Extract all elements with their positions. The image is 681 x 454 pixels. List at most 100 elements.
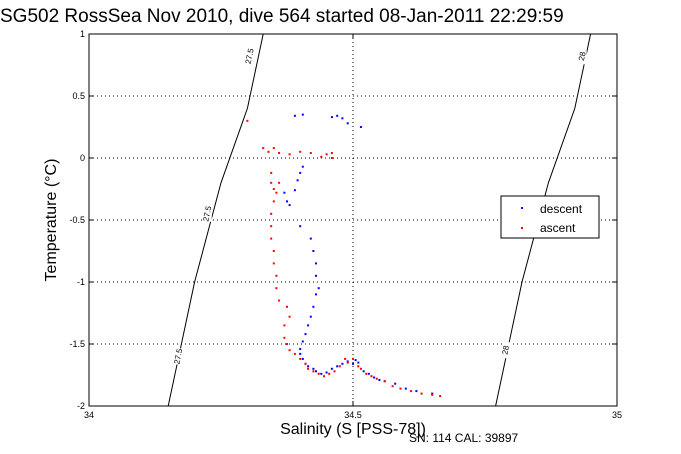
isopycnal-line [167,33,264,407]
data-point-ascent [344,357,347,360]
serial-cal-footer: SN: 114 CAL: 39897 [409,431,519,445]
data-point-descent [320,372,323,375]
data-point-descent [304,333,307,336]
data-point-descent [288,204,291,207]
data-point-ascent [267,150,270,153]
data-point-descent [299,348,302,350]
data-point-descent [312,250,315,252]
data-point-descent [373,376,376,379]
data-point-ascent [309,152,312,154]
data-point-descent [283,191,286,194]
data-point-ascent [299,357,302,360]
x-tick-label: 34.5 [344,410,362,420]
data-point-ascent [330,152,333,154]
isopycnal-label: 27.5 [201,205,213,223]
data-point-descent [299,352,302,355]
data-point-ascent [283,336,286,339]
data-point-ascent [365,372,368,375]
data-point-descent [346,360,349,363]
data-point-ascent [272,250,275,252]
data-point-ascent [328,372,331,375]
data-point-ascent [286,343,288,345]
data-point-ascent [270,171,273,174]
data-point-ascent [399,387,402,390]
data-point-descent [336,365,339,368]
data-point-ascent [272,188,275,190]
data-point-descent [354,359,357,362]
data-point-ascent [320,155,323,158]
legend-label-descent: descent [540,202,583,216]
data-point-descent [336,114,339,117]
data-point-ascent [391,385,394,388]
data-point-ascent [410,390,413,393]
data-point-ascent [307,367,310,370]
data-point-descent [312,305,315,308]
data-point-descent [394,382,397,385]
y-tick-label: -0.5 [69,215,85,225]
data-point-ascent [304,362,307,365]
y-tick-label: -2 [77,401,85,411]
isopycnal-label-bg [502,342,511,359]
data-point-ascent [270,237,273,240]
data-point-ascent [317,372,320,375]
legend-label-ascent: ascent [540,221,576,235]
x-tick-label: 35 [612,410,622,420]
data-point-ascent [312,370,315,373]
data-point-descent [367,372,370,375]
data-point-ascent [420,392,423,395]
data-point-ascent [323,375,325,378]
data-point-ascent [431,393,434,396]
data-point-ascent [275,274,278,277]
data-point-ascent [299,150,302,153]
data-point-ascent [278,299,281,302]
y-tick-label: -1 [77,277,85,287]
data-point-descent [301,165,304,168]
legend-marker-descent [521,207,523,209]
legend-box [500,195,600,239]
data-point-ascent [375,377,378,380]
data-point-ascent [383,380,386,383]
data-point-ascent [246,119,249,122]
data-point-ascent [352,357,354,360]
data-point-ascent [272,262,275,265]
data-point-ascent [270,212,273,215]
data-point-descent [301,357,304,360]
data-point-descent [301,340,304,343]
data-point-descent [330,367,333,370]
data-point-descent [341,362,344,365]
isopycnal-label: 27.5 [172,347,184,365]
data-point-ascent [288,349,291,352]
isopycnal-label: 28 [500,344,511,355]
data-point-descent [309,315,312,318]
data-point-descent [299,171,302,174]
y-axis-label: Temperature (°C) [43,159,60,282]
legend: descent ascent [500,195,600,239]
data-point-ascent [288,315,291,318]
data-point-ascent [330,157,333,159]
data-point-descent [330,116,333,119]
data-point-ascent [325,153,328,156]
data-point-ascent [278,181,281,184]
data-point-ascent [270,225,273,228]
data-point-descent [315,274,317,277]
data-point-ascent [288,153,291,156]
data-point-descent [301,113,304,116]
isopycnal-label-bg [578,48,587,65]
data-point-descent [296,179,299,182]
data-point-descent [404,387,407,390]
isopycnal-label-bg [174,348,183,365]
data-point-descent [315,262,317,265]
data-point-descent [307,324,310,327]
y-tick-label: 0.5 [72,91,85,101]
data-point-descent [346,122,349,125]
data-point-ascent [286,305,288,308]
data-point-descent [378,379,381,381]
legend-marker-ascent [521,227,523,229]
data-point-ascent [275,287,278,290]
data-point-ascent [272,147,275,150]
y-tick-label: -1.5 [69,339,85,349]
data-point-ascent [262,147,265,150]
data-point-ascent [346,361,349,364]
data-point-ascent [359,367,362,370]
